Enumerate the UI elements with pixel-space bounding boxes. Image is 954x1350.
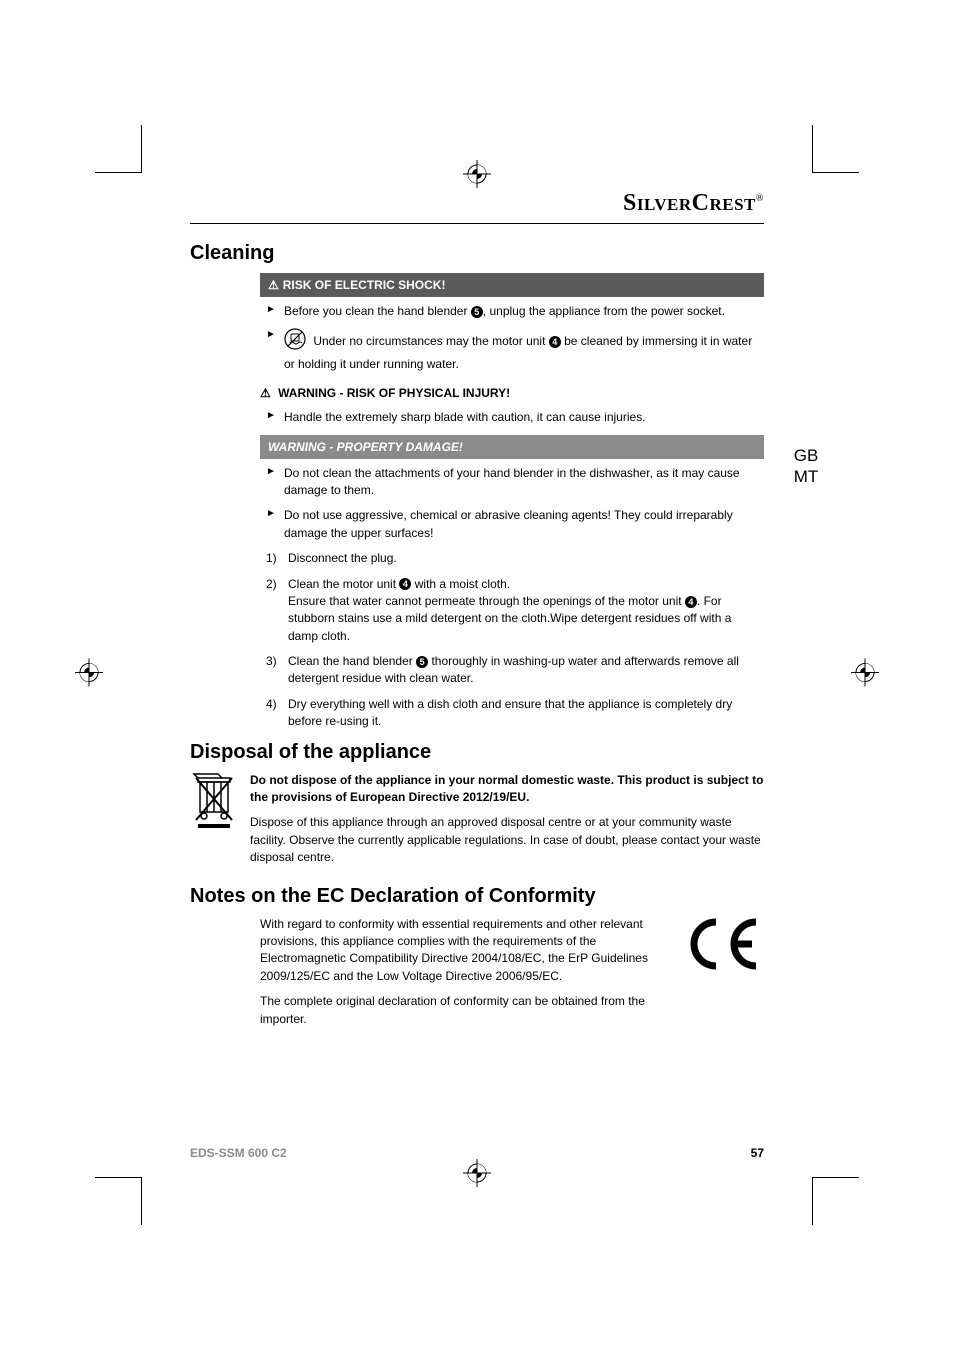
disposal-para: Dispose of this appliance through an app…	[250, 814, 764, 866]
step-item: 2) Clean the motor unit 4 with a moist c…	[266, 576, 764, 646]
page-content: SilverCrest® GB MT Cleaning ⚠RISK OF ELE…	[190, 190, 764, 1160]
footer-page-number: 57	[751, 1146, 764, 1160]
brand-header: SilverCrest®	[190, 190, 764, 224]
language-tab: GB MT	[776, 445, 836, 488]
disposal-bold: Do not dispose of the appliance in your …	[250, 772, 764, 807]
crop-mark	[813, 1177, 859, 1178]
bullet-item: Before you clean the hand blender 5, unp…	[266, 303, 764, 320]
page-footer: EDS-SSM 600 C2 57	[190, 1146, 764, 1160]
warning-box-property: WARNING - PROPERTY DAMAGE!	[260, 435, 764, 459]
warning-electric-title: RISK OF ELECTRIC SHOCK!	[283, 278, 446, 292]
disposal-content: Do not dispose of the appliance in your …	[190, 772, 764, 875]
lang-gb: GB	[776, 445, 836, 466]
disposal-text: Do not dispose of the appliance in your …	[250, 772, 764, 875]
ref-4-icon: 4	[549, 336, 561, 348]
step-item: 3) Clean the hand blender 5 thoroughly i…	[266, 653, 764, 688]
heading-cleaning: Cleaning	[190, 242, 764, 265]
warning-triangle-icon: ⚠	[268, 278, 279, 292]
brand-reg: ®	[756, 193, 764, 204]
property-bullets: Do not clean the attachments of your han…	[260, 465, 764, 543]
crop-mark	[95, 1177, 141, 1178]
registration-mark-top	[463, 160, 491, 193]
weee-bin-icon	[190, 772, 238, 875]
bullet-item: Do not use aggressive, chemical or abras…	[266, 507, 764, 542]
ce-mark-icon	[684, 916, 764, 977]
cleaning-steps: 1)Disconnect the plug. 2) Clean the moto…	[260, 550, 764, 731]
ec-content: With regard to conformity with essential…	[260, 916, 764, 1036]
cleaning-content: ⚠ RISK OF ELECTRIC SHOCK! Before you clea…	[260, 273, 764, 731]
bullet-item: Do not clean the attachments of your han…	[266, 465, 764, 500]
warning-property-title: WARNING - PROPERTY DAMAGE!	[268, 440, 463, 454]
ref-5-icon: 5	[416, 656, 428, 668]
crop-mark	[813, 172, 859, 173]
bullet-item: Under no circumstances may the motor uni…	[266, 328, 764, 373]
heading-ec: Notes on the EC Declaration of Conformit…	[190, 885, 764, 908]
registration-mark-left	[75, 659, 103, 692]
warning-box-injury: ⚠ WARNING - RISK OF PHYSICAL INJURY!	[260, 381, 764, 405]
ec-para1: With regard to conformity with essential…	[260, 916, 664, 986]
warning-triangle-icon: ⚠	[260, 386, 271, 400]
lang-mt: MT	[776, 466, 836, 487]
registration-mark-bottom	[463, 1159, 491, 1192]
crop-mark	[812, 1177, 813, 1225]
warning-box-electric-shock: ⚠ RISK OF ELECTRIC SHOCK!	[260, 273, 764, 297]
ec-para2: The complete original declaration of con…	[260, 993, 664, 1028]
injury-bullets: Handle the extremely sharp blade with ca…	[260, 409, 764, 426]
brand-part1: Silver	[623, 190, 692, 216]
footer-model: EDS-SSM 600 C2	[190, 1146, 287, 1160]
no-immerse-icon	[284, 328, 306, 355]
crop-mark	[141, 125, 142, 173]
ref-4-icon: 4	[685, 596, 697, 608]
warning-injury-title: WARNING - RISK OF PHYSICAL INJURY!	[278, 386, 510, 400]
bullet-item: Handle the extremely sharp blade with ca…	[266, 409, 764, 426]
crop-mark	[95, 172, 141, 173]
step-item: 4)Dry everything well with a dish cloth …	[266, 696, 764, 731]
crop-mark	[812, 125, 813, 173]
crop-mark	[141, 1177, 142, 1225]
registration-mark-right	[851, 659, 879, 692]
electric-shock-bullets: Before you clean the hand blender 5, unp…	[260, 303, 764, 373]
heading-disposal: Disposal of the appliance	[190, 741, 764, 764]
step-item: 1)Disconnect the plug.	[266, 550, 764, 567]
ref-5-icon: 5	[471, 306, 483, 318]
ref-4-icon: 4	[399, 578, 411, 590]
brand-part2: Crest	[692, 190, 756, 216]
